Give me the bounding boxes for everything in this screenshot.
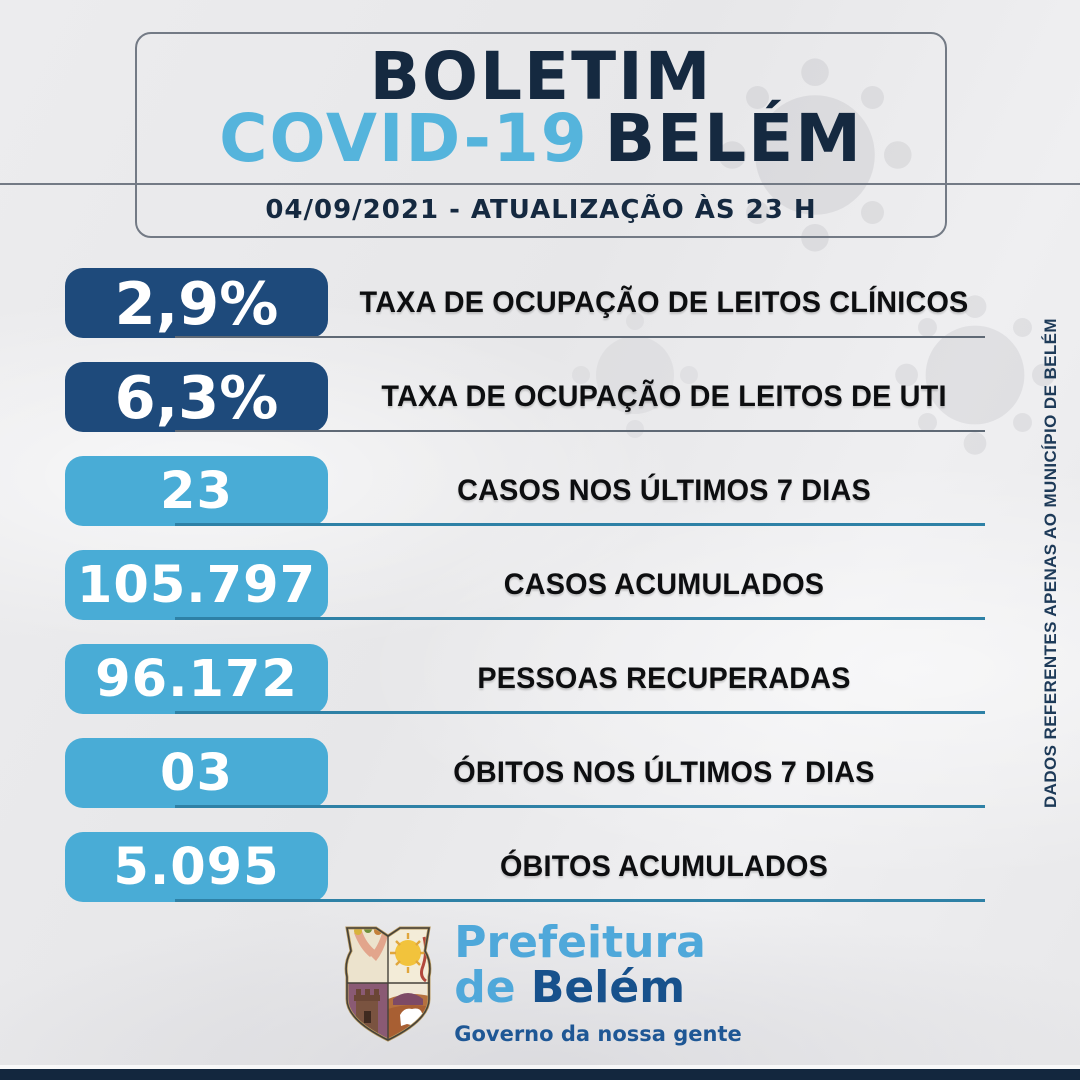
title-city: BELÉM xyxy=(604,100,863,177)
bottom-navy-bar xyxy=(0,1069,1080,1080)
row-underline xyxy=(175,523,985,526)
stat-value: 96.172 xyxy=(95,649,298,709)
org-name-city: Belém xyxy=(530,962,686,1013)
stat-value: 23 xyxy=(160,461,233,521)
org-slogan: Governo da nossa gente xyxy=(454,1022,742,1046)
stat-row: 03 ÓBITOS NOS ÚLTIMOS 7 DIAS xyxy=(65,738,985,808)
title-line2: COVID-19 BELÉM xyxy=(219,106,863,172)
stat-value: 105.797 xyxy=(76,555,317,615)
virus-watermark-icon xyxy=(895,295,1055,455)
header-box: BOLETIM COVID-19 BELÉM 04/09/2021 - ATUAL… xyxy=(135,32,947,238)
stat-value-badge: 23 xyxy=(65,456,328,526)
stat-row: 105.797 CASOS ACUMULADOS xyxy=(65,550,985,620)
date-line: 04/09/2021 - ATUALIZAÇÃO ÀS 23 H xyxy=(265,195,817,225)
stat-value: 6,3% xyxy=(114,362,279,432)
stat-value: 5.095 xyxy=(113,837,280,897)
stat-label: ÓBITOS NOS ÚLTIMOS 7 DIAS xyxy=(453,756,875,789)
org-name-de: de xyxy=(454,962,531,1013)
stat-value-badge: 5.095 xyxy=(65,832,328,902)
stat-value-badge: 03 xyxy=(65,738,328,808)
stat-label: TAXA DE OCUPAÇÃO DE LEITOS DE UTI xyxy=(381,380,947,413)
stat-value-badge: 96.172 xyxy=(65,644,328,714)
stat-row: 2,9% TAXA DE OCUPAÇÃO DE LEITOS CLÍNICOS xyxy=(65,268,985,338)
stat-row: 96.172 PESSOAS RECUPERADAS xyxy=(65,644,985,714)
stat-value-badge: 105.797 xyxy=(65,550,328,620)
stat-label: CASOS NOS ÚLTIMOS 7 DIAS xyxy=(457,474,871,507)
stat-value-badge: 2,9% xyxy=(65,268,328,338)
stat-value-badge: 6,3% xyxy=(65,362,328,432)
bottom-highlight-strip xyxy=(0,1065,1080,1069)
footer-logo: Prefeitura de Belém Governo da nossa gen… xyxy=(0,918,1080,1048)
title-covid: COVID-19 xyxy=(219,100,589,177)
stat-label: ÓBITOS ACUMULADOS xyxy=(499,850,829,883)
org-name-block: Prefeitura de Belém Governo da nossa gen… xyxy=(454,920,742,1046)
stat-row: 23 CASOS NOS ÚLTIMOS 7 DIAS xyxy=(65,456,985,526)
stat-label: CASOS ACUMULADOS xyxy=(503,568,825,601)
stat-row: 6,3% TAXA DE OCUPAÇÃO DE LEITOS DE UTI xyxy=(65,362,985,432)
header-separator-line xyxy=(0,183,1080,185)
bulletin-title: BOLETIM COVID-19 BELÉM xyxy=(219,38,863,172)
row-underline xyxy=(175,711,985,714)
side-note: DADOS REFERENTES APENAS AO MUNICÍPIO DE … xyxy=(1041,318,1060,808)
belem-coat-of-arms-icon xyxy=(344,926,432,1042)
virus-watermark-icon xyxy=(572,312,698,438)
row-underline xyxy=(175,617,985,620)
title-line1: BOLETIM xyxy=(369,38,713,115)
stat-label: TAXA DE OCUPAÇÃO DE LEITOS CLÍNICOS xyxy=(359,286,969,319)
org-name-line2: de Belém xyxy=(454,965,742,1010)
stat-label: PESSOAS RECUPERADAS xyxy=(477,662,851,695)
row-underline xyxy=(175,336,985,338)
stat-value: 03 xyxy=(160,743,233,803)
row-underline xyxy=(175,430,985,432)
org-name-line1: Prefeitura xyxy=(454,917,706,968)
stat-value: 2,9% xyxy=(114,268,279,338)
stats-list: 2,9% TAXA DE OCUPAÇÃO DE LEITOS CLÍNICOS… xyxy=(65,268,985,926)
row-underline xyxy=(175,805,985,808)
row-underline xyxy=(175,899,985,902)
stat-row: 5.095 ÓBITOS ACUMULADOS xyxy=(65,832,985,902)
